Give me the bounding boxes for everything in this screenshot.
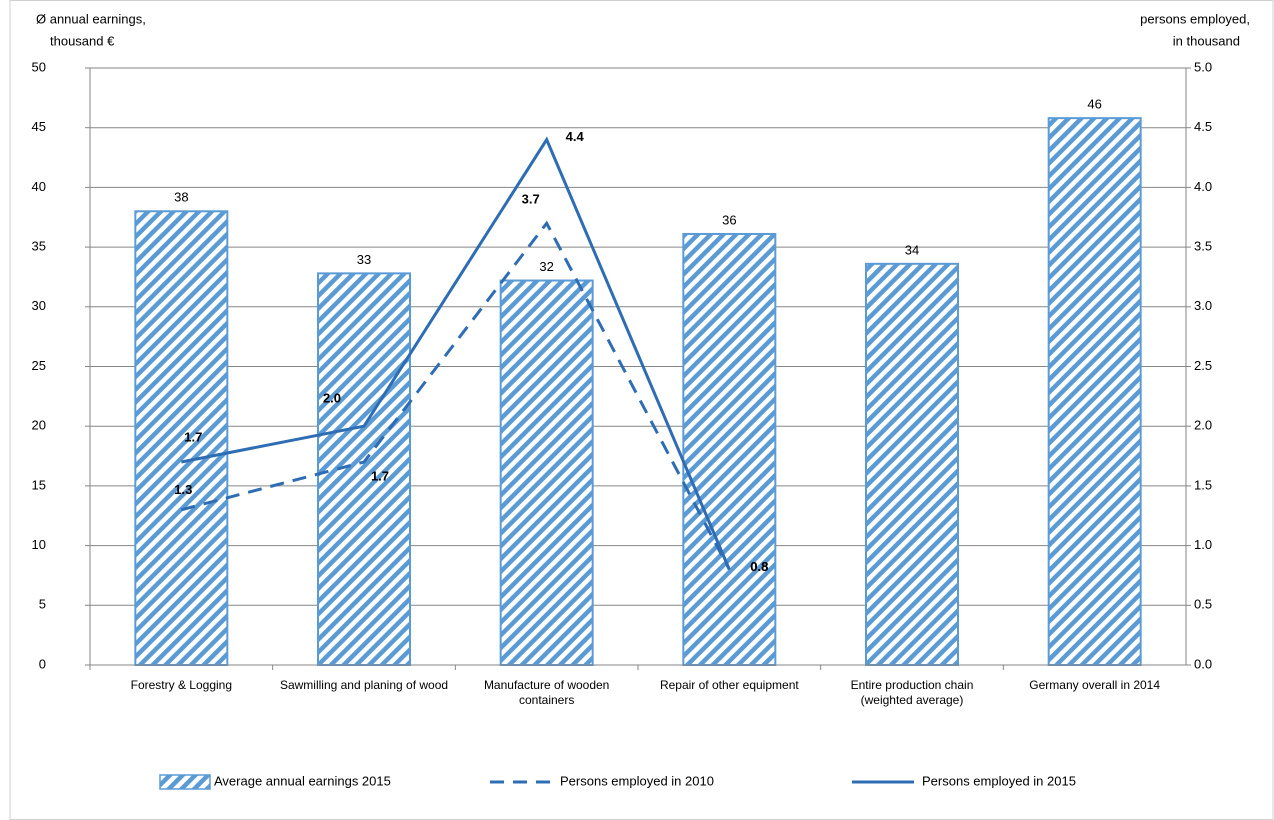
x-tick-label: Repair of other equipment [659, 678, 799, 692]
x-tick-label: Manufacture of wooden containers [483, 678, 610, 707]
y2-tick-label: 2.0 [1194, 418, 1212, 433]
data-label: 33 [357, 252, 371, 267]
legend-swatch [159, 774, 211, 790]
y2-tick-label: 3.0 [1194, 298, 1212, 313]
y2-axis-title: persons employed, [1140, 11, 1250, 26]
bar [865, 262, 959, 666]
y2-tick-label: 2.5 [1194, 358, 1212, 373]
y-axis-title: Ø annual earnings, [36, 11, 146, 26]
y-tick-label: 50 [32, 59, 46, 74]
x-tick-label: Forestry & Logging [130, 678, 233, 692]
y-tick-label: 45 [32, 119, 46, 134]
y2-tick-label: 0.5 [1194, 597, 1212, 612]
data-label: 1.7 [184, 429, 202, 444]
y-tick-label: 15 [32, 477, 46, 492]
data-label: 0.8 [750, 559, 768, 574]
y2-tick-label: 4.0 [1194, 179, 1212, 194]
data-label: 36 [722, 212, 736, 227]
legend-label: Average annual earnings 2015 [214, 773, 391, 788]
y-tick-label: 35 [32, 239, 46, 254]
data-label: 1.3 [174, 482, 192, 497]
data-label: 46 [1087, 97, 1101, 112]
y2-tick-label: 1.5 [1194, 477, 1212, 492]
data-label: 0.8 [750, 559, 768, 574]
y-tick-label: 30 [32, 298, 46, 313]
y2-axis-title: in thousand [1173, 33, 1240, 48]
data-label: 3.7 [522, 192, 540, 207]
y2-tick-label: 3.5 [1194, 239, 1212, 254]
y-tick-label: 40 [32, 179, 46, 194]
bar [1047, 117, 1142, 666]
y-axis-title: thousand € [50, 33, 115, 48]
bar [499, 279, 594, 666]
bar [682, 232, 777, 666]
y-tick-label: 10 [32, 537, 46, 552]
y-tick-label: 5 [39, 597, 46, 612]
y-tick-label: 0 [39, 656, 46, 671]
y2-tick-label: 4.5 [1194, 119, 1212, 134]
y-tick-label: 25 [32, 358, 46, 373]
y2-tick-label: 0.0 [1194, 656, 1212, 671]
data-label: 4.4 [566, 129, 585, 144]
data-label: 32 [539, 259, 553, 274]
x-tick-label: Entire production chain (weighted averag… [850, 678, 974, 707]
data-label: 1.7 [371, 468, 389, 483]
data-label: 38 [174, 190, 188, 205]
legend-label: Persons employed in 2010 [560, 773, 714, 788]
legend-label: Persons employed in 2015 [922, 773, 1076, 788]
y2-tick-label: 5.0 [1194, 59, 1212, 74]
bar [134, 210, 229, 666]
x-tick-label: Sawmilling and planing of wood [279, 678, 449, 692]
x-tick-label: Germany overall in 2014 [1029, 678, 1161, 692]
y-tick-label: 20 [32, 418, 46, 433]
bar [317, 272, 411, 666]
line [180, 220, 731, 571]
data-label: 2.0 [323, 391, 341, 406]
data-label: 34 [905, 242, 919, 257]
line [181, 136, 731, 571]
y2-tick-label: 1.0 [1194, 537, 1212, 552]
